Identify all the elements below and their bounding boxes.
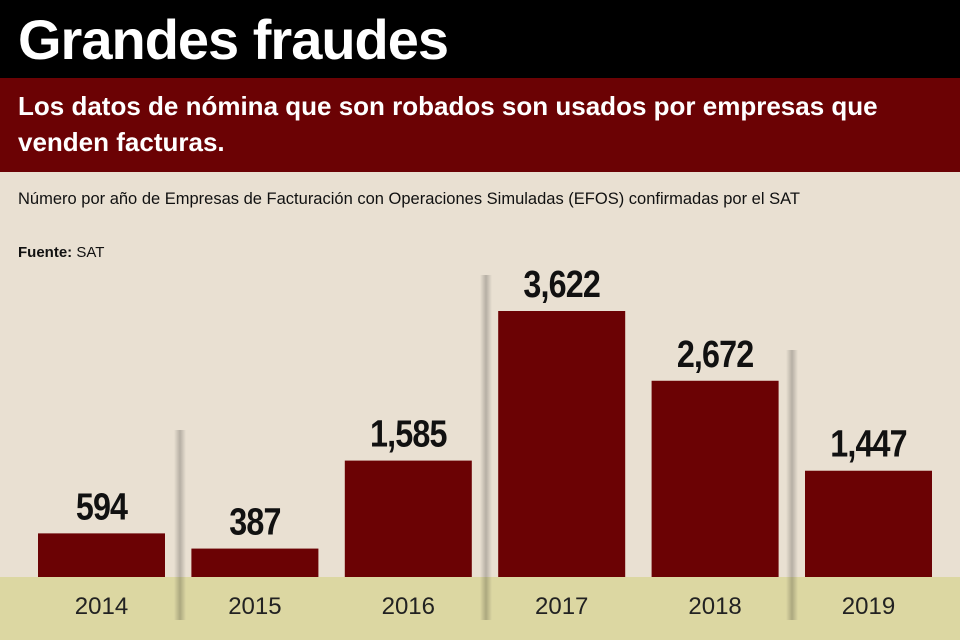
title-bar: Grandes fraudes: [0, 0, 960, 78]
x-tick-label: 2015: [228, 593, 281, 620]
chart-description: Número por año de Empresas de Facturació…: [18, 190, 800, 208]
subtitle: Los datos de nómina que son robados son …: [18, 91, 878, 157]
x-tick-label: 2017: [535, 593, 588, 620]
x-tick-label: 2014: [75, 593, 128, 620]
bar-2016: [344, 460, 472, 577]
x-tick-label: 2018: [688, 593, 741, 620]
data-label: 2,672: [677, 333, 754, 375]
bar-2015: [191, 548, 319, 577]
bar-2019: [805, 470, 932, 577]
page-title: Grandes fraudes: [18, 8, 449, 71]
source-label: Fuente:: [18, 244, 73, 261]
column-divider: [480, 275, 492, 620]
data-label: 594: [76, 486, 129, 528]
source-note: Fuente: SAT: [18, 244, 104, 261]
x-tick-label: 2016: [382, 593, 435, 620]
x-tick-label: 2019: [842, 593, 895, 620]
data-label: 3,622: [523, 264, 600, 306]
data-label: 387: [229, 501, 281, 543]
data-label: 1,447: [830, 423, 907, 465]
bar-2017: [498, 311, 626, 577]
data-label: 1,585: [370, 413, 447, 455]
bar-2018: [651, 380, 779, 577]
column-divider: [174, 430, 186, 620]
bar-2014: [38, 533, 165, 577]
column-divider: [786, 350, 798, 620]
source-value: SAT: [76, 244, 105, 261]
subtitle-bar: Los datos de nómina que son robados son …: [0, 78, 960, 172]
